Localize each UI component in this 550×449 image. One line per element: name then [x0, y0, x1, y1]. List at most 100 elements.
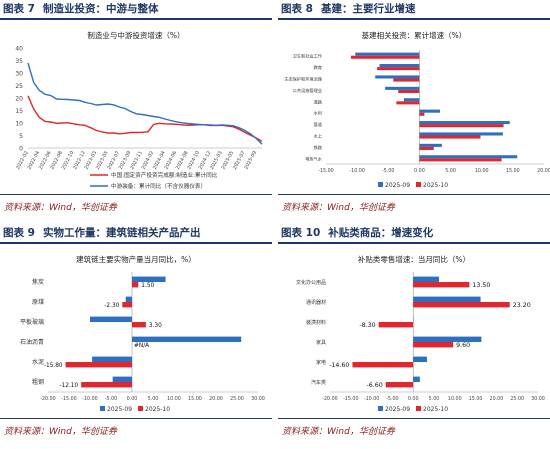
x-tick-label: -20.00	[322, 396, 337, 402]
legend-swatch	[416, 182, 421, 187]
figure-8-source: 资料来源：Wind，华创证券	[278, 194, 550, 216]
data-label: -8.30	[359, 322, 375, 329]
bar-2025-10	[413, 342, 454, 348]
category-label: 平板玻璃	[20, 318, 44, 326]
bar-2025-10	[122, 302, 132, 308]
x-tick-label: -10.00	[349, 168, 364, 174]
figure-8-panel: 图表 8 基建：主要行业增速 基建相关投资：累计增速（%） 卫生和社会工作 教育 生态保…	[278, 0, 550, 213]
bar-2025-10	[398, 89, 420, 93]
legend-swatch	[138, 406, 143, 411]
figure-7-header: 图表 7 制造业投资：中游与整体	[0, 0, 272, 20]
category-label: 文化办公用品	[296, 279, 326, 286]
x-tick-label: 20.00	[490, 396, 504, 402]
legend-label: 2025-09	[385, 406, 410, 413]
category-label: 管道	[314, 121, 323, 128]
figure-10-header: 图表 10 补贴类商品：增速变化	[278, 224, 550, 244]
chart-title: 制造业与中游投资增速（%）	[87, 30, 184, 40]
x-tick-label: 15.00	[469, 396, 483, 402]
subsidized-goods-bar-chart: 补贴类零售增速：当月同比（%） 文化办公用品 13.50 通讯器材 23.20 装潢材料 -…	[296, 254, 545, 413]
legend-label: 2025-10	[145, 406, 170, 413]
bar-2025-09	[419, 155, 518, 159]
y-tick-label: 5	[19, 133, 23, 140]
x-tick-label: 5.00	[429, 396, 440, 402]
x-tick-label: 15.00	[188, 396, 202, 402]
category-label: 粗钢	[32, 378, 44, 386]
bar-2025-09	[379, 64, 420, 68]
bar-2025-10	[81, 382, 132, 388]
legend-label: 2025-09	[385, 182, 410, 189]
bar-2025-10	[419, 124, 504, 128]
x-tick-label: -20.00	[40, 396, 55, 402]
bar-2025-09	[419, 132, 503, 136]
data-label: 13.50	[472, 282, 490, 289]
category-label: 卫生和社会工作	[293, 53, 323, 60]
x-tick-label: 0.00	[414, 168, 425, 174]
bar-2025-10	[377, 67, 420, 71]
legend-swatch	[378, 182, 383, 187]
legend-label: 中游装备：累计同比（不含仪器仪表）	[111, 182, 206, 190]
y-tick-label: 15	[15, 108, 23, 115]
x-tick-label: -15.00	[343, 396, 358, 402]
legend-label: 2025-09	[107, 406, 132, 413]
bar-2025-10	[413, 302, 510, 308]
data-label: -12.10	[59, 383, 78, 389]
category-label: 铁路	[314, 144, 323, 151]
x-tick-label: 30.00	[531, 396, 545, 402]
legend-label: 2025-10	[423, 182, 448, 189]
category-label: 水泥	[32, 358, 44, 366]
manufacturing-investment-line-chart: 制造业与中游投资增速（%）05101520253035402022-022022…	[15, 30, 263, 190]
x-tick-label: 10.00	[475, 168, 489, 174]
legend-label: 中国:固定资产投资完成额:制造业:累计同比	[111, 171, 218, 179]
figure-7-label: 图表 7	[3, 3, 35, 15]
bar-2025-10	[393, 78, 420, 82]
bar-2025-10	[419, 112, 425, 116]
y-tick-label: 10	[15, 121, 23, 128]
bar-2025-10	[419, 146, 434, 150]
bar-2025-09	[419, 121, 510, 125]
bar-2025-10	[132, 282, 139, 288]
y-tick-label: 0	[19, 146, 23, 153]
bar-2025-09	[385, 86, 420, 90]
x-tick-label: 25.00	[230, 396, 244, 402]
bar-2025-10	[132, 322, 146, 328]
x-tick-label: 10.00	[448, 396, 462, 402]
figure-9-title: 实物工作量：建筑链相关产品产出	[42, 227, 201, 239]
infrastructure-bar-chart: 基建相关投资：累计增速（%） 卫生和社会工作教育生态保护和环境治理公共设施管理业道…	[284, 30, 550, 189]
data-label: 9.60	[456, 342, 470, 349]
bar-2025-10	[419, 158, 502, 162]
bar-2025-09	[125, 296, 132, 302]
x-tick-label: -10.00	[364, 396, 379, 402]
data-label: 1.50	[141, 283, 154, 289]
bar-2025-09	[92, 356, 132, 362]
x-tick-label: -5.00	[105, 396, 117, 402]
category-label: 水上	[314, 133, 322, 139]
category-label: 电热气水	[305, 155, 323, 162]
x-tick-label: 30.00	[251, 396, 265, 402]
x-tick-label: 0.00	[127, 396, 138, 402]
figure-9-source: 资料来源：Wind，华创证券	[0, 418, 272, 440]
figure-7-source: 资料来源：Wind，华创证券	[0, 194, 272, 216]
data-label: 3.30	[149, 323, 162, 329]
bar-2025-10	[396, 101, 420, 105]
figure-10-panel: 图表 10 补贴类商品：增速变化 补贴类零售增速：当月同比（%） 文化办公用品 13.…	[278, 224, 550, 437]
figure-9-header: 图表 9 实物工作量：建筑链相关产品产出	[0, 224, 272, 244]
chart-title: 基建相关投资：累计增速（%）	[362, 30, 467, 40]
category-label: 焦炭	[32, 278, 44, 286]
legend-swatch	[378, 406, 383, 411]
data-label: -2.30	[104, 303, 119, 309]
manufacturing-series-line	[27, 95, 263, 142]
category-label: 通讯器材	[306, 299, 326, 306]
construction-output-bar-chart: 建筑链主要实物产量当月同比，%） 焦炭 1.50 原煤 -2.30 平板玻璃 3.30 石油沥…	[20, 254, 265, 413]
bar-2025-09	[132, 276, 166, 282]
data-label: -14.60	[329, 362, 349, 369]
category-label: 生态保护和环境治理	[284, 76, 323, 83]
bar-2025-09	[403, 98, 420, 102]
x-tick-label: -15.00	[318, 168, 333, 174]
y-tick-label: 25	[15, 83, 23, 90]
x-tick-label: 5.00	[148, 396, 159, 402]
chart-title: 建筑链主要实物产量当月同比，%）	[76, 254, 196, 264]
bar-2025-10	[413, 282, 470, 288]
bar-2025-09	[132, 336, 242, 342]
midstream-equipment-series-line	[27, 62, 263, 145]
category-label: 装潢材料	[306, 319, 326, 326]
